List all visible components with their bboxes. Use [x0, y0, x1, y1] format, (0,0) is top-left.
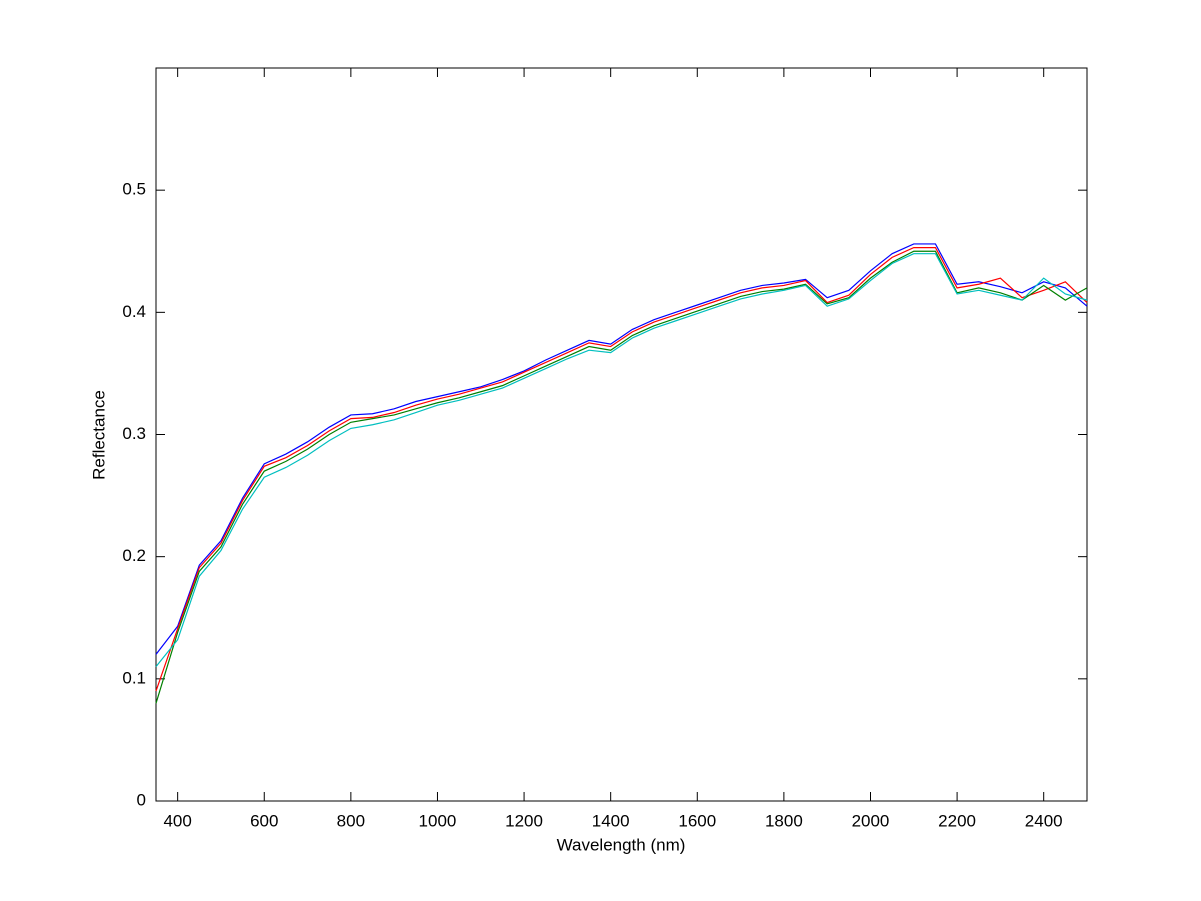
- y-tick-label: 0.1: [122, 668, 146, 687]
- y-tick-label: 0.3: [122, 424, 146, 443]
- spectrum-line: [155, 243, 1088, 655]
- x-tick-label: 1800: [765, 811, 803, 830]
- y-tick-label: 0.2: [122, 546, 146, 565]
- x-tick-label: 400: [163, 811, 191, 830]
- x-tick-label: 1000: [419, 811, 457, 830]
- x-tick-label: 2400: [1025, 811, 1063, 830]
- y-tick-label: 0.4: [122, 302, 146, 321]
- y-tick-label: 0: [137, 790, 146, 809]
- y-axis-label: Reflectance: [89, 390, 108, 480]
- x-axis-label: Wavelength (nm): [557, 835, 686, 854]
- x-tick-label: 800: [337, 811, 365, 830]
- x-tick-label: 2200: [938, 811, 976, 830]
- plot-frame: [155, 67, 1088, 802]
- x-tick-label: 2000: [852, 811, 890, 830]
- x-tick-label: 1400: [592, 811, 630, 830]
- spectrum-line: [155, 253, 1088, 667]
- x-tick-label: 1200: [505, 811, 543, 830]
- y-tick-label: 0.5: [122, 180, 146, 199]
- x-tick-label: 600: [250, 811, 278, 830]
- spectrum-line: [155, 250, 1088, 704]
- spectrum-line: [155, 246, 1088, 692]
- x-tick-label: 1600: [678, 811, 716, 830]
